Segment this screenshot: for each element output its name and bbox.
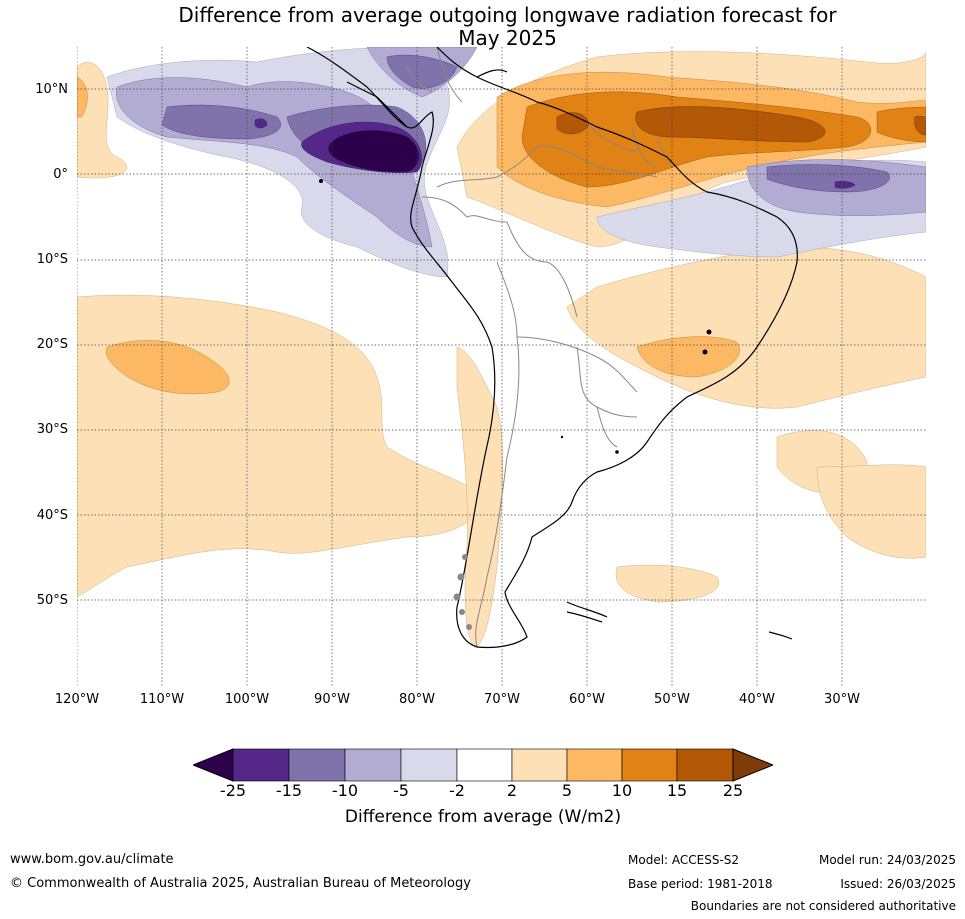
colorbar-swatch-9 (676, 748, 734, 782)
anomaly-darkest-purple (328, 130, 419, 172)
patagonia-islands (453, 554, 472, 630)
lon-label-100w: 100°W (224, 692, 270, 707)
lat-label-10s: 10°S (36, 252, 68, 267)
coastlines (306, 47, 798, 649)
footer-base-period: Base period: 1981-2018 (628, 877, 773, 891)
map-svg (77, 47, 926, 686)
colorbar-swatch-1 (232, 748, 290, 782)
lon-label-50w: 50°W (654, 692, 690, 707)
colorbar-tick-2: -10 (331, 781, 359, 800)
colorbar-swatch-2 (288, 748, 346, 782)
colorbar-tick-7: 10 (611, 781, 633, 800)
colorbar-swatch-10 (732, 748, 773, 782)
lon-label-40w: 40°W (739, 692, 775, 707)
lat-label-20s: 20°S (36, 337, 68, 352)
lat-label-10n: 10°N (35, 82, 68, 97)
colorbar (193, 748, 773, 782)
colorbar-label: Difference from average (W/m2) (344, 807, 622, 827)
map-title: Difference from average outgoing longwav… (0, 4, 965, 50)
lat-label-40s: 40°S (36, 508, 68, 523)
lon-label-60w: 60°W (569, 692, 605, 707)
footer-copyright: © Commonwealth of Australia 2025, Austra… (10, 876, 471, 891)
colorbar-swatch-8 (621, 748, 678, 782)
forecast-map (77, 47, 926, 686)
colorbar-tick-4: -2 (449, 781, 465, 800)
lon-label-110w: 110°W (139, 692, 185, 707)
title-line-1: Difference from average outgoing longwav… (178, 3, 837, 27)
footer-model-run: Model run: 24/03/2025 (818, 853, 956, 867)
colorbar-tick-5: 2 (506, 781, 518, 800)
colorbar-swatch-4 (400, 748, 458, 782)
lat-label-0: 0° (53, 167, 68, 182)
colorbar-svg (193, 748, 773, 782)
lat-label-50s: 50°S (36, 593, 68, 608)
title-line-2: May 2025 (458, 26, 557, 50)
colorbar-swatch-5 (456, 748, 513, 782)
colorbar-tick-8: 15 (666, 781, 688, 800)
footer-website: www.bom.gov.au/climate (10, 852, 174, 867)
country-borders (406, 47, 678, 648)
colorbar-swatch-3 (344, 748, 402, 782)
colorbar-tick-9: 25 (722, 781, 744, 800)
footer-model: Model: ACCESS-S2 (628, 853, 740, 867)
lat-label-30s: 30°S (36, 422, 68, 437)
colorbar-tick-6: 5 (561, 781, 573, 800)
colorbar-tick-0: -25 (219, 781, 247, 800)
lon-label-30w: 30°W (824, 692, 860, 707)
lon-label-80w: 80°W (399, 692, 435, 707)
footer-issued: Issued: 26/03/2025 (840, 877, 956, 891)
colorbar-tick-3: -5 (393, 781, 409, 800)
map-islands (319, 179, 712, 454)
colorbar-swatch-0 (193, 748, 234, 782)
colorbar-swatch-6 (511, 748, 568, 782)
footer-disclaimer: Boundaries are not considered authoritat… (690, 899, 956, 913)
map-gridlines (77, 47, 926, 686)
anomaly-brown (556, 106, 926, 143)
colorbar-swatch-7 (566, 748, 623, 782)
colorbar-tick-1: -15 (275, 781, 303, 800)
lon-label-90w: 90°W (314, 692, 350, 707)
lon-label-120w: 120°W (54, 692, 100, 707)
lon-label-70w: 70°W (484, 692, 520, 707)
